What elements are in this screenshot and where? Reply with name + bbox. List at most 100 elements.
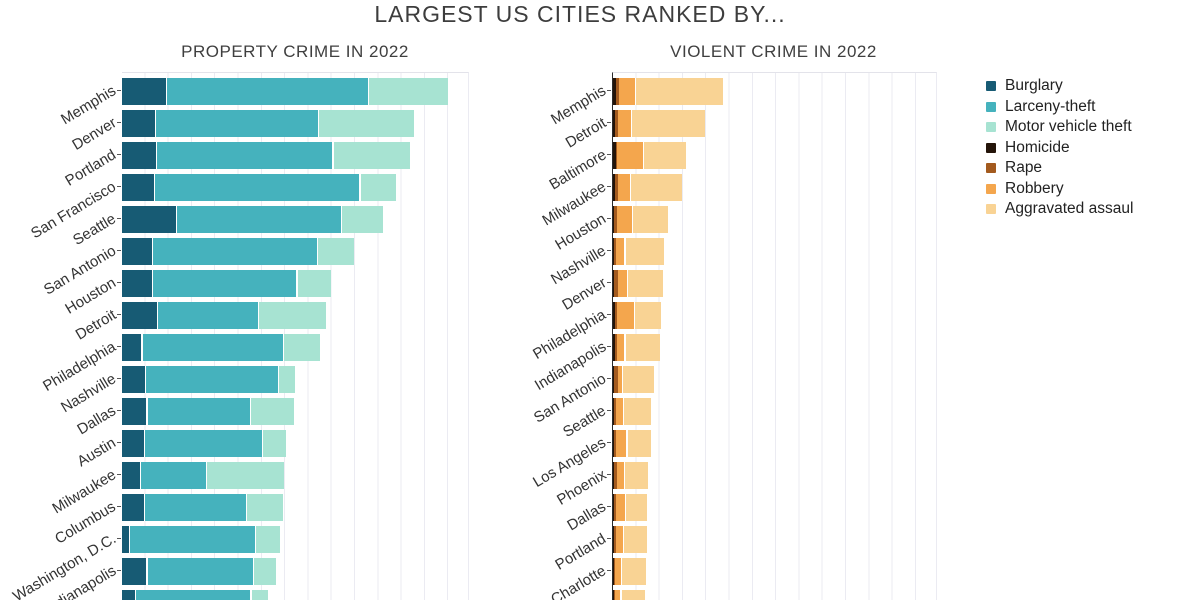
bar-segment — [146, 365, 280, 393]
bar-segment — [122, 525, 131, 553]
bar-segment — [613, 333, 616, 361]
segment-separator — [134, 589, 138, 600]
segment-separator — [635, 77, 638, 105]
legend-item: Homicide — [986, 138, 1133, 159]
bar-segment — [621, 557, 646, 585]
bar-segment — [615, 109, 619, 137]
legend-item: Larceny-theft — [986, 97, 1133, 118]
bar-segment — [625, 333, 661, 361]
bar-segment — [155, 173, 361, 201]
legend-swatch — [986, 101, 996, 112]
segment-separator — [141, 333, 144, 361]
bar-segment — [613, 589, 616, 600]
legend-swatch — [986, 81, 996, 92]
y-axis-tick — [117, 474, 121, 476]
bar-segment — [122, 269, 154, 297]
segment-separator — [632, 205, 635, 233]
bar-segment — [613, 525, 616, 553]
bar-segment — [613, 429, 614, 457]
bar-segment — [613, 557, 614, 585]
segment-separator — [157, 301, 160, 329]
bar-segment — [615, 173, 618, 201]
bar-segment — [615, 557, 622, 585]
bar-segment — [122, 205, 178, 233]
y-axis-tick — [607, 442, 611, 444]
bar-segment — [618, 77, 637, 105]
y-axis-tick — [607, 122, 611, 124]
bar-segment — [297, 269, 332, 297]
segment-separator — [296, 269, 299, 297]
segment-separator — [253, 557, 256, 585]
bar-segment — [207, 461, 284, 489]
y-axis-tick — [117, 442, 121, 444]
y-axis-tick — [117, 410, 121, 412]
bar-segment — [319, 109, 415, 137]
bar-segment — [616, 333, 626, 361]
bar-segment — [630, 173, 682, 201]
bar-segment — [613, 269, 615, 297]
bar-segment — [251, 589, 269, 600]
bar-segment — [616, 493, 627, 521]
bar-segment — [636, 77, 724, 105]
bar-segment — [262, 429, 286, 457]
bar-segment — [122, 397, 148, 425]
legend-item: Burglary — [986, 76, 1133, 97]
segment-separator — [143, 493, 147, 521]
y-axis-tick — [607, 90, 611, 92]
bar-segment — [625, 237, 664, 265]
bar-segment — [613, 429, 616, 457]
bar-segment — [617, 141, 645, 169]
segment-separator — [624, 333, 627, 361]
bar-segment — [613, 205, 615, 233]
bar-segment — [156, 141, 334, 169]
bar-segment — [616, 461, 625, 489]
bar-segment — [615, 525, 625, 553]
segment-separator — [621, 365, 625, 393]
bar-segment — [613, 237, 615, 265]
segment-separator — [152, 269, 155, 297]
segment-separator — [146, 557, 149, 585]
segment-separator — [368, 77, 371, 105]
bar-segment — [613, 397, 616, 425]
segment-separator — [317, 109, 321, 137]
segment-separator — [630, 109, 634, 137]
y-axis-tick — [117, 570, 121, 572]
legend-label: Motor vehicle theft — [1005, 118, 1132, 135]
bar-segment — [613, 77, 616, 105]
bar-segment — [617, 301, 636, 329]
bar-segment — [141, 461, 208, 489]
y-axis-tick — [117, 282, 121, 284]
bar-segment — [613, 397, 614, 425]
bar-segment — [122, 77, 168, 105]
y-axis-tick — [607, 250, 611, 252]
bar-segment — [616, 205, 634, 233]
chart-title: LARGEST US CITIES RANKED BY... — [374, 1, 786, 27]
bar-segment — [613, 493, 615, 521]
y-axis-tick — [607, 410, 611, 412]
segment-separator — [626, 269, 630, 297]
y-axis-tick — [117, 122, 121, 124]
segment-separator — [643, 141, 646, 169]
city-label: Detroit — [562, 114, 610, 152]
bar-segment — [360, 173, 396, 201]
y-axis-tick — [607, 378, 611, 380]
bar-segment — [615, 77, 619, 105]
y-axis-tick — [607, 314, 611, 316]
bar-segment — [623, 365, 654, 393]
bar-segment — [167, 77, 370, 105]
bar-segment — [341, 205, 384, 233]
bar-segment — [153, 237, 318, 265]
legend-label: Larceny-theft — [1005, 97, 1096, 115]
legend: Burglary Larceny-theft Motor vehicle theft… — [986, 76, 1133, 220]
violent-crime-plot — [612, 72, 937, 600]
bar-segment — [614, 269, 619, 297]
plot-subtitle: VIOLENT CRIME IN 2022 — [670, 42, 877, 61]
bar-segment — [153, 269, 298, 297]
y-axis-tick — [607, 346, 611, 348]
bar-segment — [613, 301, 616, 329]
bar-segment — [626, 493, 648, 521]
property-crime-plot — [122, 72, 469, 600]
bar-segment — [122, 557, 148, 585]
bar-segment — [633, 205, 668, 233]
bar-segment — [259, 301, 327, 329]
